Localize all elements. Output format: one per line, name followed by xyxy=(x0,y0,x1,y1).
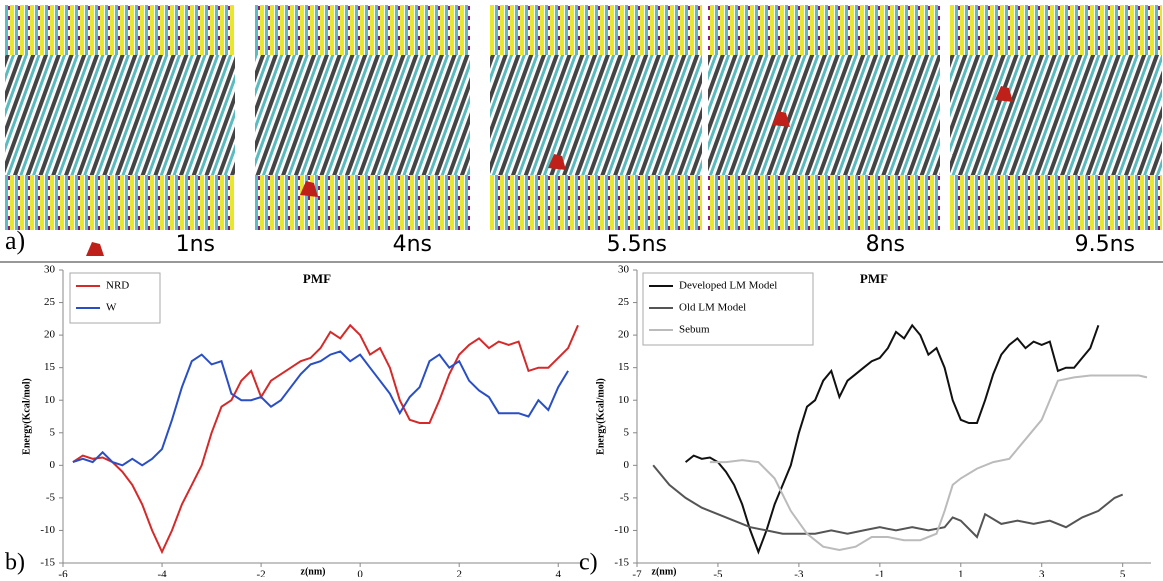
panel-label: a) xyxy=(5,226,25,255)
y-tick-label: 25 xyxy=(618,296,630,308)
time-label: 5.5ns xyxy=(607,232,667,257)
y-tick-label: 0 xyxy=(624,459,630,471)
x-tick-label: -4 xyxy=(157,569,167,577)
head-group xyxy=(490,175,702,230)
legend-label: Developed LM Model xyxy=(679,280,777,292)
y-tick-label: -5 xyxy=(46,491,56,503)
molecule xyxy=(548,154,566,170)
head-group xyxy=(708,5,940,60)
y-tick-label: -10 xyxy=(614,524,629,536)
y-axis-label: Energy(Kcal/mol) xyxy=(595,378,606,455)
y-tick-label: 0 xyxy=(50,459,56,471)
line-series xyxy=(684,323,1100,555)
lipid-tails xyxy=(490,55,702,180)
y-tick-label: 5 xyxy=(624,426,630,438)
lipid-tails xyxy=(708,55,940,180)
y-axis-label: Energy(Kcal/mol) xyxy=(21,378,32,455)
legend-label: NRD xyxy=(106,280,129,292)
y-tick-label: -15 xyxy=(40,557,55,569)
line-series xyxy=(709,374,1148,552)
line-series xyxy=(72,323,579,555)
legend-label: Sebum xyxy=(679,324,710,336)
x-tick-label: -1 xyxy=(875,569,884,577)
x-tick-label: -7 xyxy=(632,569,642,577)
y-tick-label: 20 xyxy=(44,329,56,341)
time-label: 1ns xyxy=(176,232,215,257)
head-group xyxy=(490,5,702,60)
x-tick-label: -3 xyxy=(794,569,804,577)
head-group xyxy=(255,5,470,60)
head-group xyxy=(950,175,1162,230)
x-axis-label: z(nm) xyxy=(301,566,326,577)
molecule xyxy=(772,111,790,127)
chart-title: PMF xyxy=(303,271,331,286)
panel-label: c) xyxy=(579,550,598,576)
time-label: 9.5ns xyxy=(1075,232,1135,257)
x-axis-label: z(nm) xyxy=(652,566,677,577)
y-tick-label: 5 xyxy=(50,426,56,438)
x-tick-label: 3 xyxy=(1039,569,1045,577)
head-group xyxy=(5,5,235,60)
molecule xyxy=(995,86,1013,102)
lipid-tails xyxy=(5,55,235,180)
legend-label: W xyxy=(106,302,117,314)
legend-box xyxy=(69,272,161,324)
head-group xyxy=(255,175,470,230)
head-group xyxy=(950,5,1162,60)
lipid-tails xyxy=(255,55,470,180)
x-tick-label: -6 xyxy=(58,569,68,577)
molecule xyxy=(300,181,318,197)
x-tick-label: 5 xyxy=(1120,569,1126,577)
y-tick-label: 15 xyxy=(618,361,630,373)
y-tick-label: 30 xyxy=(618,264,630,276)
y-tick-label: 10 xyxy=(618,394,630,406)
x-tick-label: 1 xyxy=(958,569,964,577)
molecular-snapshots xyxy=(5,5,1162,230)
x-tick-label: 4 xyxy=(555,569,561,577)
chart-title: PMF xyxy=(860,271,888,286)
panel-label: b) xyxy=(5,550,25,576)
time-label: 8ns xyxy=(866,232,905,257)
y-tick-label: -10 xyxy=(40,524,55,536)
y-tick-label: 20 xyxy=(618,329,630,341)
x-tick-label: 0 xyxy=(357,569,363,577)
time-label: 4ns xyxy=(393,232,432,257)
x-tick-label: -2 xyxy=(257,569,266,577)
y-tick-label: 30 xyxy=(44,264,56,276)
molecule-icon xyxy=(86,242,104,256)
y-tick-label: -15 xyxy=(614,557,629,569)
head-group xyxy=(5,175,235,230)
y-tick-label: 10 xyxy=(44,394,56,406)
line-series xyxy=(72,350,569,467)
legend-label: Old LM Model xyxy=(679,302,746,314)
head-group xyxy=(708,175,940,230)
lipid-tails xyxy=(950,55,1162,180)
x-tick-label: -5 xyxy=(713,569,723,577)
y-tick-label: 15 xyxy=(44,361,56,373)
x-tick-label: 2 xyxy=(456,569,462,577)
line-series xyxy=(652,464,1124,539)
y-tick-label: -5 xyxy=(620,491,630,503)
y-tick-label: 25 xyxy=(44,296,56,308)
